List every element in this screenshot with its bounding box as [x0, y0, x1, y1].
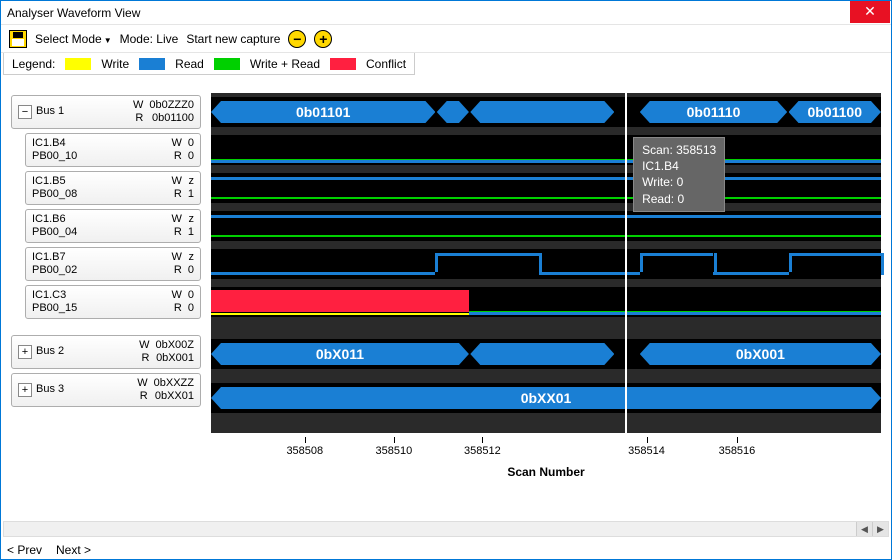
signal-row[interactable]: IC1.B6PB00_04WRz1 [25, 209, 201, 243]
bus-segment: 0b01100 [789, 101, 881, 123]
start-capture-button[interactable]: Start new capture [186, 32, 280, 46]
legend-swatch-read [139, 58, 165, 70]
waveform-area[interactable]: 0b011010b011100b011000bX0110bX0010bXX01 … [211, 79, 881, 519]
select-mode-menu[interactable]: Select Mode▼ [35, 32, 112, 46]
expand-toggle[interactable]: + [18, 345, 32, 359]
x-axis-title: Scan Number [507, 465, 584, 479]
bus-segment [470, 101, 614, 123]
bus-row[interactable]: +Bus 3WR0bXXZZ0bXX01 [11, 373, 201, 407]
legend-label: Legend: [12, 57, 55, 71]
zoom-out-button[interactable]: − [288, 30, 306, 48]
bus-segment [470, 343, 614, 365]
axis-tick-label: 358516 [719, 445, 756, 457]
legend-swatch-wr [214, 58, 240, 70]
signal-row[interactable]: IC1.B7PB00_02WRz0 [25, 247, 201, 281]
bus-row[interactable]: +Bus 2WR0bX00Z0bX001 [11, 335, 201, 369]
bus-segment [437, 101, 469, 123]
signal-row[interactable]: IC1.B4PB00_10WR00 [25, 133, 201, 167]
conflict-region [211, 290, 469, 312]
prev-button[interactable]: < Prev [7, 543, 42, 557]
window-title: Analyser Waveform View [7, 6, 850, 20]
close-button[interactable]: ✕ [850, 1, 890, 23]
horizontal-scrollbar[interactable]: ◀ ▶ [3, 521, 889, 537]
axis-tick-label: 358512 [464, 445, 501, 457]
footer-nav: < Prev Next > [7, 543, 91, 557]
legend-text-wr: Write + Read [250, 57, 320, 71]
bus-row[interactable]: −Bus 1WR0b0ZZZ00b01100 [11, 95, 201, 129]
signal-row[interactable]: IC1.B5PB00_08WRz1 [25, 171, 201, 205]
legend: Legend: Write Read Write + Read Conflict [3, 53, 415, 75]
expand-toggle[interactable]: − [18, 105, 32, 119]
axis-tick-label: 358510 [376, 445, 413, 457]
bus-segment: 0b01101 [211, 101, 435, 123]
legend-text-read: Read [175, 57, 204, 71]
legend-text-write: Write [101, 57, 129, 71]
time-cursor[interactable] [625, 93, 627, 433]
legend-swatch-write [65, 58, 91, 70]
save-icon[interactable] [9, 30, 27, 48]
bus-segment: 0bXX01 [211, 387, 881, 409]
legend-swatch-conflict [330, 58, 356, 70]
signal-list: −Bus 1WR0b0ZZZ00b01100 IC1.B4PB00_10WR00 I… [11, 79, 201, 519]
toolbar: Select Mode▼ Mode: Live Start new captur… [1, 25, 891, 53]
bus-segment: 0bX011 [211, 343, 469, 365]
zoom-in-button[interactable]: + [314, 30, 332, 48]
axis-tick-label: 358514 [628, 445, 665, 457]
axis-tick-label: 358508 [286, 445, 323, 457]
bus-segment: 0bX001 [640, 343, 881, 365]
cursor-tooltip: Scan: 358513 IC1.B4 Write: 0 Read: 0 [633, 137, 725, 212]
mode-label: Mode: Live [120, 32, 179, 46]
next-button[interactable]: Next > [56, 543, 91, 557]
signal-row[interactable]: IC1.C3PB00_15WR00 [25, 285, 201, 319]
legend-text-conflict: Conflict [366, 57, 406, 71]
scroll-left-icon[interactable]: ◀ [856, 522, 872, 536]
bus-segment: 0b01110 [640, 101, 787, 123]
expand-toggle[interactable]: + [18, 383, 32, 397]
scroll-right-icon[interactable]: ▶ [872, 522, 888, 536]
title-bar: Analyser Waveform View ✕ [1, 1, 891, 25]
